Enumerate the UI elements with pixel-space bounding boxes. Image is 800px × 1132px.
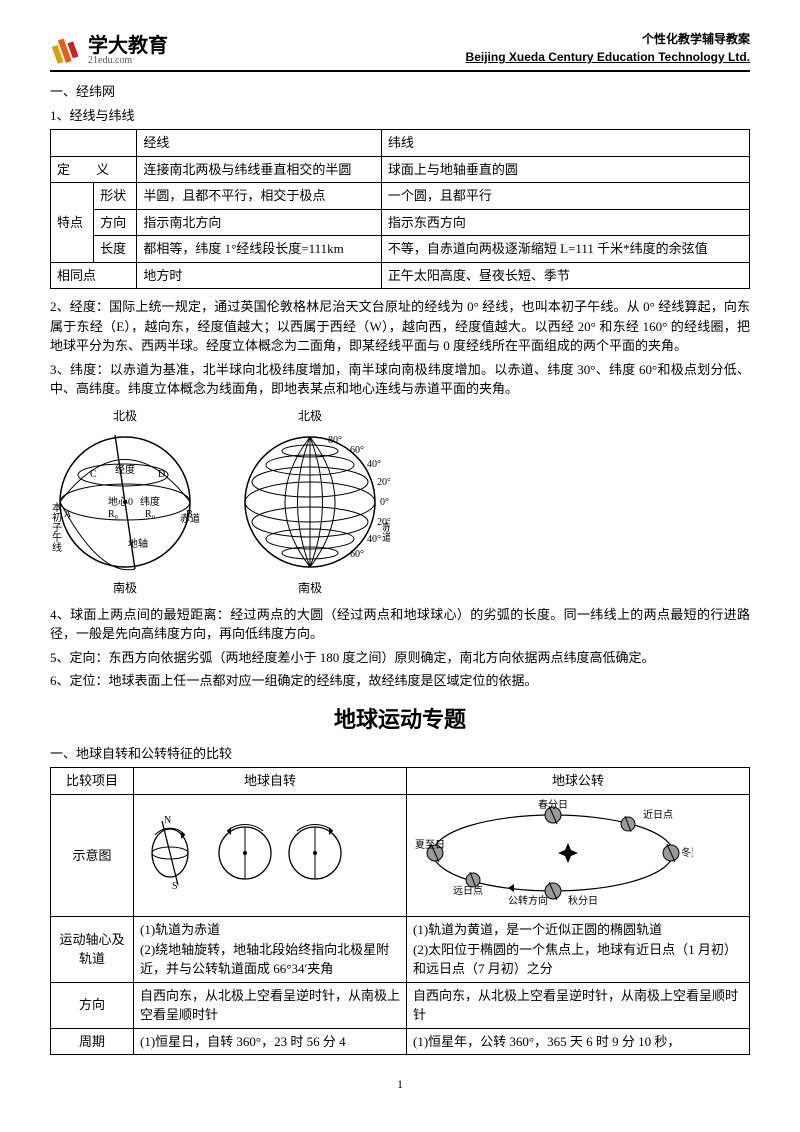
header-right: 个性化教学辅导教案 Beijing Xueda Century Educatio… (466, 30, 750, 66)
rotation-diagram: N S (134, 794, 407, 917)
header-subtitle: 个性化教学辅导教案 (466, 30, 750, 48)
row-same-meridian: 地方时 (137, 262, 382, 289)
row-len-meridian: 都相等，纬度 1°经线段长度=111km (137, 236, 382, 263)
logo-text-cn: 学大教育 (88, 36, 168, 56)
row-shape-meridian: 半圆，且都不平行，相交于极点 (137, 183, 382, 210)
svg-text:公转方向: 公转方向 (508, 894, 548, 907)
row-shape-label: 形状 (94, 183, 137, 210)
row-def-label: 定 义 (51, 156, 137, 183)
col-revolution: 地球公转 (407, 768, 750, 795)
para-3: 3、纬度：以赤道为基准，北半球向北极纬度增加，南半球向南极纬度增加。以赤道、纬度… (50, 360, 750, 399)
svg-text:A: A (64, 509, 72, 520)
row-same-label: 相同点 (51, 262, 137, 289)
svg-text:0°: 0° (380, 497, 389, 508)
globe-2-north: 北极 (230, 407, 390, 425)
svg-text:夏至日: 夏至日 (415, 839, 445, 851)
svg-text:D: D (158, 469, 165, 480)
revolution-diagram: 春分日 近日点 冬至日 秋分日 公转方向 远日点 夏至日 (407, 794, 750, 917)
svg-text:秋分日: 秋分日 (568, 894, 598, 907)
row-dir-label: 方向 (51, 982, 134, 1028)
svg-text:40°: 40° (367, 459, 381, 470)
logo-text-url: 21edu.com (88, 56, 168, 66)
svg-text:R₀: R₀ (108, 509, 119, 520)
svg-text:20°: 20° (377, 477, 390, 488)
row-period-revolution: (1)恒星年，公转 360°，365 天 6 时 9 分 10 秒， (407, 1028, 750, 1055)
svg-text:60°: 60° (350, 445, 364, 456)
col-rotation: 地球自转 (134, 768, 407, 795)
svg-text:60°: 60° (350, 549, 364, 560)
topic-title: 地球运动专题 (50, 703, 750, 736)
row-dir-parallel: 指示东西方向 (381, 209, 749, 236)
row-feature-label: 特点 (51, 183, 94, 263)
meridian-parallel-table: 经线 纬线 定 义 连接南北两极与纬线垂直相交的半圆 球面上与地轴垂直的圆 特点… (50, 129, 750, 289)
globe-diagrams: 北极 CD 经度 AB 地心0 纬度 R₀R₀ 赤道 地轴 本初子午线 南极 北… (50, 407, 750, 597)
row-len-parallel: 不等，自赤道向两极逐渐缩短 L=111 千米*纬度的余弦值 (381, 236, 749, 263)
row-dir-revolution: 自西向东，从北极上空看呈逆时针，从南极上空看呈顺时针 (407, 982, 750, 1028)
svg-text:冬至日: 冬至日 (681, 846, 693, 859)
globe-1-north: 北极 (50, 407, 200, 425)
globe-2-svg: 0° 20° 40° 60° 80° 20° 40° 60° 赤道 (230, 427, 390, 577)
para-5: 5、定向：东西方向依据劣弧（两地经度差小于 180 度之间）原则确定，南北方向依… (50, 648, 750, 668)
col-compare: 比较项目 (51, 768, 134, 795)
para-4: 4、球面上两点间的最短距离：经过两点的大圆（经过两点和地球球心）的劣弧的长度。同… (50, 605, 750, 644)
row-dir-label: 方向 (94, 209, 137, 236)
globe-1: 北极 CD 经度 AB 地心0 纬度 R₀R₀ 赤道 地轴 本初子午线 南极 (50, 407, 200, 597)
row-period-rotation: (1)恒星日，自转 360°，23 时 56 分 4 (134, 1028, 407, 1055)
svg-text:本初子午线: 本初子午线 (50, 500, 62, 551)
page-number: 1 (50, 1075, 750, 1093)
logo-icon (50, 36, 84, 66)
globe-2-south: 南极 (230, 579, 390, 597)
rotation-revolution-table: 比较项目 地球自转 地球公转 示意图 N S (50, 767, 750, 1055)
section-1-sub: 1、经线与纬线 (50, 106, 750, 126)
svg-text:80°: 80° (328, 435, 342, 446)
page-header: 学大教育 21edu.com 个性化教学辅导教案 Beijing Xueda C… (50, 30, 750, 72)
globe-1-svg: CD 经度 AB 地心0 纬度 R₀R₀ 赤道 地轴 本初子午线 (50, 427, 200, 577)
row-same-parallel: 正午太阳高度、昼夜长短、季节 (381, 262, 749, 289)
svg-text:地心0: 地心0 (108, 495, 133, 508)
row-period-label: 周期 (51, 1028, 134, 1055)
svg-text:远日点: 远日点 (453, 885, 483, 897)
section-2-title: 一、地球自转和公转特征的比较 (50, 744, 750, 764)
svg-text:R₀: R₀ (145, 509, 156, 520)
row-axis-rotation: (1)轨道为赤道 (2)绕地轴旋转，地轴北段始终指向北极星附近，并与公转轨道面成… (134, 917, 407, 983)
logo: 学大教育 21edu.com (50, 36, 168, 66)
para-2: 2、经度：国际上统一规定，通过英国伦敦格林尼治天文台原址的经线为 0° 经线，也… (50, 297, 750, 356)
svg-text:赤道: 赤道 (380, 521, 391, 541)
svg-text:经度: 经度 (115, 463, 135, 476)
row-def-meridian: 连接南北两极与纬线垂直相交的半圆 (137, 156, 382, 183)
para-6: 6、定位：地球表面上任一点都对应一组确定的经纬度，故经纬度是区域定位的依据。 (50, 671, 750, 691)
row-dir-rotation: 自西向东，从北极上空看呈逆时针，从南极上空看呈顺时针 (134, 982, 407, 1028)
row-len-label: 长度 (94, 236, 137, 263)
svg-text:近日点: 近日点 (643, 808, 673, 821)
col-meridian: 经线 (137, 130, 382, 157)
svg-text:地轴: 地轴 (128, 537, 148, 550)
row-def-parallel: 球面上与地轴垂直的圆 (381, 156, 749, 183)
header-company: Beijing Xueda Century Education Technolo… (466, 48, 750, 66)
section-1-title: 一、经纬网 (50, 82, 750, 102)
col-parallel: 纬线 (381, 130, 749, 157)
row-axis-revolution: (1)轨道为黄道，是一个近似正圆的椭圆轨道 (2)太阳位于椭圆的一个焦点上，地球… (407, 917, 750, 983)
svg-text:N: N (164, 815, 171, 826)
globe-2: 北极 0° 20° 40° 60° 80° 20° 40° 60° 赤道 南极 (230, 407, 390, 597)
row-axis-label: 运动轴心及轨道 (51, 917, 134, 983)
globe-1-south: 南极 (50, 579, 200, 597)
row-dir-meridian: 指示南北方向 (137, 209, 382, 236)
svg-text:赤道: 赤道 (180, 512, 200, 525)
row-diagram-label: 示意图 (51, 794, 134, 917)
svg-text:春分日: 春分日 (538, 799, 568, 811)
row-shape-parallel: 一个圆，且都平行 (381, 183, 749, 210)
svg-text:C: C (90, 469, 97, 480)
svg-text:S: S (172, 881, 178, 892)
svg-text:纬度: 纬度 (140, 495, 160, 508)
